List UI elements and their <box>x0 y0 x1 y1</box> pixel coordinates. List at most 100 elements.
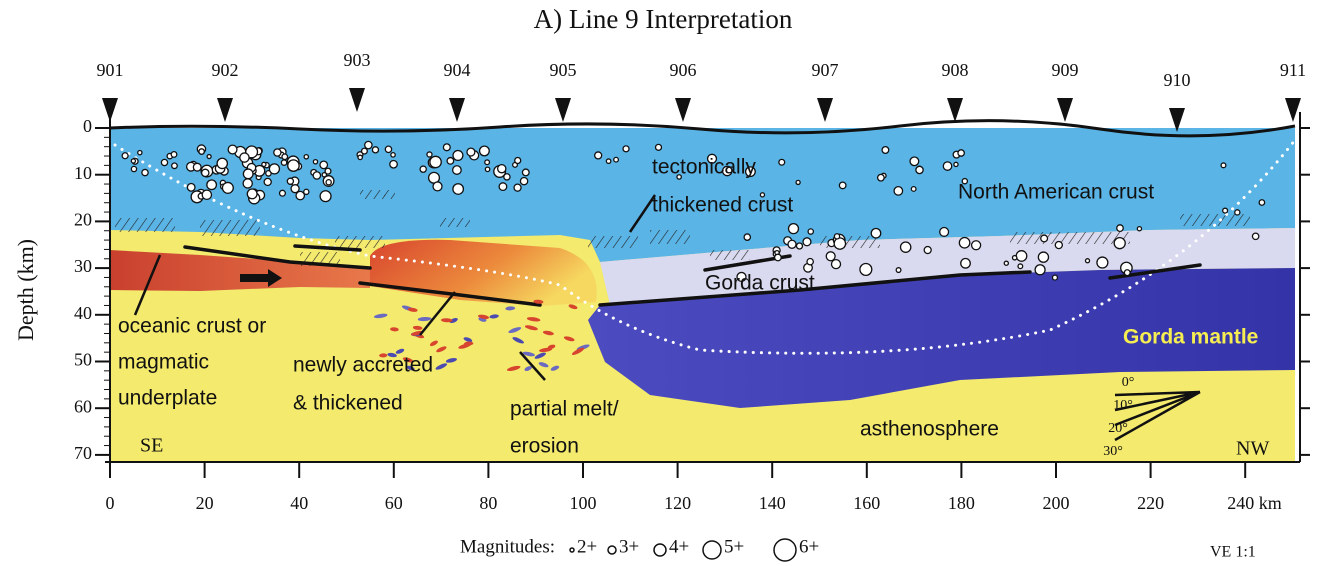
earthquake-symbol <box>1055 242 1062 249</box>
earthquake-symbol <box>606 159 610 163</box>
earthquake-symbol <box>924 247 931 254</box>
earthquake-symbol <box>142 169 148 175</box>
earthquake-symbol <box>362 148 368 154</box>
earthquake-symbol <box>959 238 969 248</box>
earthquake-symbol <box>775 254 782 261</box>
earthquake-symbol <box>453 184 464 195</box>
earthquake-symbol <box>520 177 527 184</box>
station-marker <box>1057 98 1073 122</box>
earthquake-symbol <box>808 229 813 234</box>
earthquake-symbol <box>826 252 835 261</box>
station-label: 904 <box>444 60 471 80</box>
earthquake-symbol <box>207 155 211 159</box>
earthquake-symbol <box>789 224 799 234</box>
annotation-text: asthenosphere <box>860 418 999 441</box>
station-marker <box>675 98 691 122</box>
annotation-text: thickened crust <box>652 194 793 217</box>
earthquake-symbol <box>498 165 506 173</box>
earthquake-symbol <box>940 228 949 237</box>
earthquake-symbol <box>1223 208 1228 213</box>
annotation-text: magmatic <box>118 351 209 374</box>
distance-tick-label: 180 <box>948 493 975 513</box>
depth-tick-label: 30 <box>74 256 92 276</box>
annotation-text: newly accreted <box>293 354 433 377</box>
earthquake-symbol <box>390 160 397 167</box>
earthquake-symbol <box>916 166 923 173</box>
legend-symbol <box>608 546 616 554</box>
earthquake-symbol <box>161 159 167 165</box>
station-marker <box>947 98 963 122</box>
earthquake-symbol <box>282 154 288 160</box>
earthquake-symbol <box>193 163 201 171</box>
ve-note: VE 1:1 <box>1210 544 1256 561</box>
annotation-text: partial melt/ <box>510 398 619 421</box>
earthquake-symbol <box>954 162 958 166</box>
earthquake-symbol <box>1041 235 1048 242</box>
earthquake-symbol <box>1137 227 1141 231</box>
earthquake-symbol <box>453 166 462 175</box>
earthquake-symbol <box>427 152 432 157</box>
earthquake-symbol <box>1221 163 1226 168</box>
earthquake-symbol <box>894 187 903 196</box>
earthquake-symbol <box>247 189 257 199</box>
legend-symbol <box>654 544 666 556</box>
earthquake-symbol <box>1117 225 1124 232</box>
earthquake-symbol <box>961 259 971 269</box>
earthquake-symbol <box>656 144 662 150</box>
distance-tick-label: 140 <box>759 493 786 513</box>
earthquake-symbol <box>1097 257 1108 268</box>
earthquake-symbol <box>320 161 328 169</box>
earthquake-symbol <box>326 180 331 185</box>
depth-axis-label: Depth (km) <box>13 239 38 341</box>
station-marker <box>102 98 118 122</box>
earthquake-symbol <box>499 183 507 191</box>
earthquake-symbol <box>901 242 911 252</box>
earthquake-symbol <box>623 146 629 152</box>
earthquake-symbol <box>222 182 233 193</box>
earthquake-symbol <box>788 240 796 248</box>
earthquake-symbol <box>313 160 317 164</box>
cross-section-figure: A) Line 9 Interpretation <box>0 0 1326 566</box>
station-marker <box>555 98 571 122</box>
distance-tick-label: 80 <box>479 493 497 513</box>
earthquake-symbol <box>1053 275 1058 280</box>
station-label: 906 <box>670 60 697 80</box>
earthquake-symbol <box>860 263 872 275</box>
depth-tick-label: 40 <box>74 303 92 323</box>
earthquake-symbol <box>467 148 475 156</box>
distance-tick-label: 120 <box>664 493 691 513</box>
earthquake-symbol <box>385 146 391 152</box>
earthquake-symbol <box>281 160 286 165</box>
earthquake-symbol <box>839 182 846 189</box>
orientation-label: NW <box>1236 438 1269 460</box>
distance-tick-label: 240 km <box>1227 493 1282 513</box>
earthquake-symbol <box>803 238 811 246</box>
earthquake-symbol <box>322 173 326 177</box>
earthquake-symbol <box>1035 265 1045 275</box>
earthquake-symbol <box>433 182 442 191</box>
earthquake-symbol <box>269 164 279 174</box>
earthquake-symbol <box>420 166 426 172</box>
legend-symbol <box>703 541 721 559</box>
earthquake-symbol <box>365 141 372 148</box>
earthquake-symbol <box>443 144 450 151</box>
earthquake-symbol <box>287 178 293 184</box>
legend-item-label: 6+ <box>799 536 819 557</box>
earthquake-symbol <box>313 172 320 179</box>
earthquake-symbol <box>1018 264 1023 269</box>
annotation-text: tectonically <box>652 156 756 179</box>
annotation-text: underplate <box>118 387 217 410</box>
station-label: 908 <box>942 60 969 80</box>
earthquake-symbol <box>171 152 177 158</box>
earthquake-symbol <box>504 174 510 180</box>
earthquake-symbol <box>796 243 802 249</box>
depth-tick-label: 20 <box>74 210 92 230</box>
dip-label: 30° <box>1103 444 1123 459</box>
earthquake-symbol <box>202 190 211 199</box>
annotation-text: North American crust <box>958 181 1154 204</box>
earthquake-symbol <box>958 150 964 156</box>
earthquake-symbol <box>595 152 602 159</box>
earthquake-symbol <box>1085 259 1089 263</box>
dip-label: 20° <box>1108 421 1128 436</box>
legend-symbol <box>570 548 574 552</box>
